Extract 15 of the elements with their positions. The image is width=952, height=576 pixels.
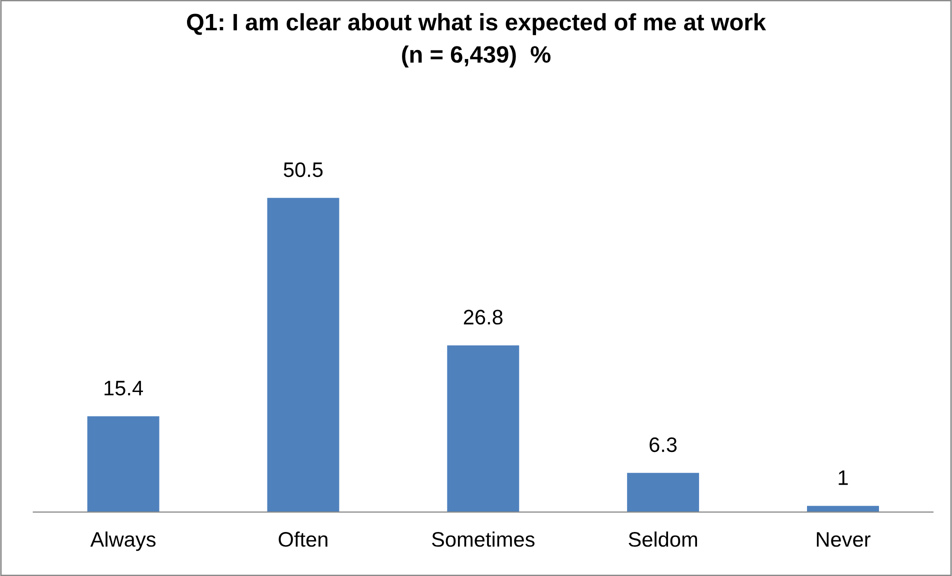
bar bbox=[87, 416, 160, 512]
x-tick-label: Seldom bbox=[628, 532, 698, 547]
bar bbox=[627, 472, 700, 512]
x-tick-label: Often bbox=[278, 532, 328, 547]
data-label: 6.3 bbox=[650, 437, 677, 452]
data-label: 26.8 bbox=[464, 310, 503, 325]
x-tick-label: Always bbox=[90, 532, 156, 551]
x-tick-label: Never bbox=[816, 532, 870, 547]
x-tick-label: Sometimes bbox=[432, 532, 534, 547]
data-label: 50.5 bbox=[284, 162, 323, 178]
data-label: 15.4 bbox=[104, 380, 143, 396]
bar bbox=[447, 345, 520, 512]
bar bbox=[267, 198, 340, 512]
chart-title: Q1: I am clear about what is expected of me at work (n = 6,439) % bbox=[187, 13, 766, 68]
data-label: 1 bbox=[838, 470, 848, 485]
